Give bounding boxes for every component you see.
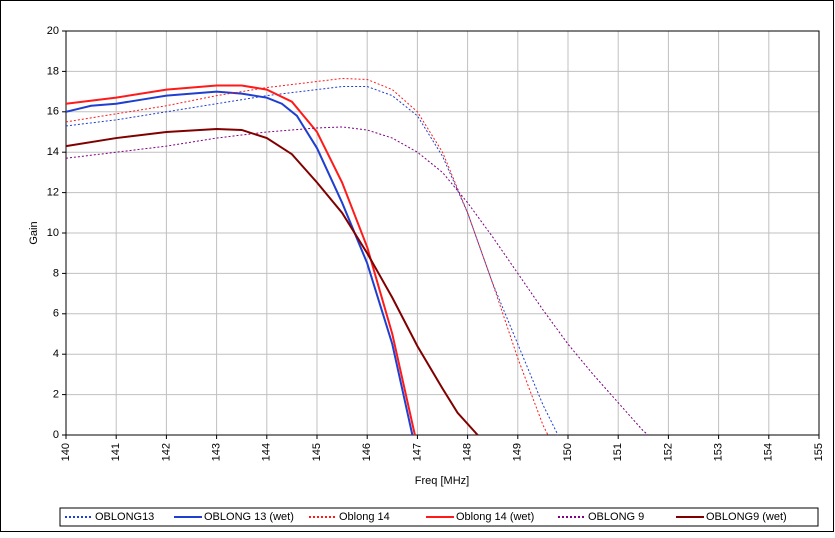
series-line [65, 126, 649, 436]
x-tick-label: 154 [763, 443, 775, 461]
x-tick-label: 153 [713, 443, 725, 461]
y-tick-label: 2 [53, 389, 59, 401]
y-tick-label: 14 [47, 146, 59, 158]
x-tick-label: 144 [261, 443, 273, 461]
x-tick-label: 151 [612, 443, 624, 461]
series-line [65, 127, 479, 436]
y-tick-label: 16 [47, 106, 59, 118]
y-tick-label: 4 [53, 348, 59, 360]
x-tick-label: 147 [411, 443, 423, 461]
legend-label: OBLONG 13 (wet) [204, 511, 294, 523]
legend-label: OBLONG9 (wet) [706, 511, 787, 523]
x-tick-label: 149 [512, 443, 524, 461]
x-tick-label: 155 [813, 443, 825, 461]
x-tick-label: 148 [462, 443, 474, 461]
y-tick-label: 18 [47, 65, 59, 77]
y-axis-label: Gain [28, 221, 40, 244]
y-tick-label: 0 [53, 429, 59, 441]
legend-label: OBLONG13 [95, 511, 154, 523]
series-line [65, 77, 549, 436]
x-tick-label: 150 [562, 443, 574, 461]
x-tick-label: 140 [60, 443, 72, 461]
legend-label: Oblong 14 [339, 511, 390, 523]
y-tick-label: 8 [53, 267, 59, 279]
y-tick-label: 12 [47, 187, 59, 199]
series-line [65, 86, 559, 436]
x-axis-label: Freq [MHz] [415, 475, 469, 487]
x-tick-label: 146 [361, 443, 373, 461]
x-tick-label: 143 [211, 443, 223, 461]
legend-label: Oblong 14 (wet) [456, 511, 534, 523]
y-tick-label: 20 [47, 25, 59, 37]
y-tick-label: 10 [47, 227, 59, 239]
plot-border [65, 30, 820, 436]
x-tick-label: 145 [311, 443, 323, 461]
x-tick-label: 152 [662, 443, 674, 461]
x-tick-label: 142 [160, 443, 172, 461]
x-tick-label: 141 [110, 443, 122, 461]
y-tick-label: 6 [53, 308, 59, 320]
legend-label: OBLONG 9 [588, 511, 644, 523]
